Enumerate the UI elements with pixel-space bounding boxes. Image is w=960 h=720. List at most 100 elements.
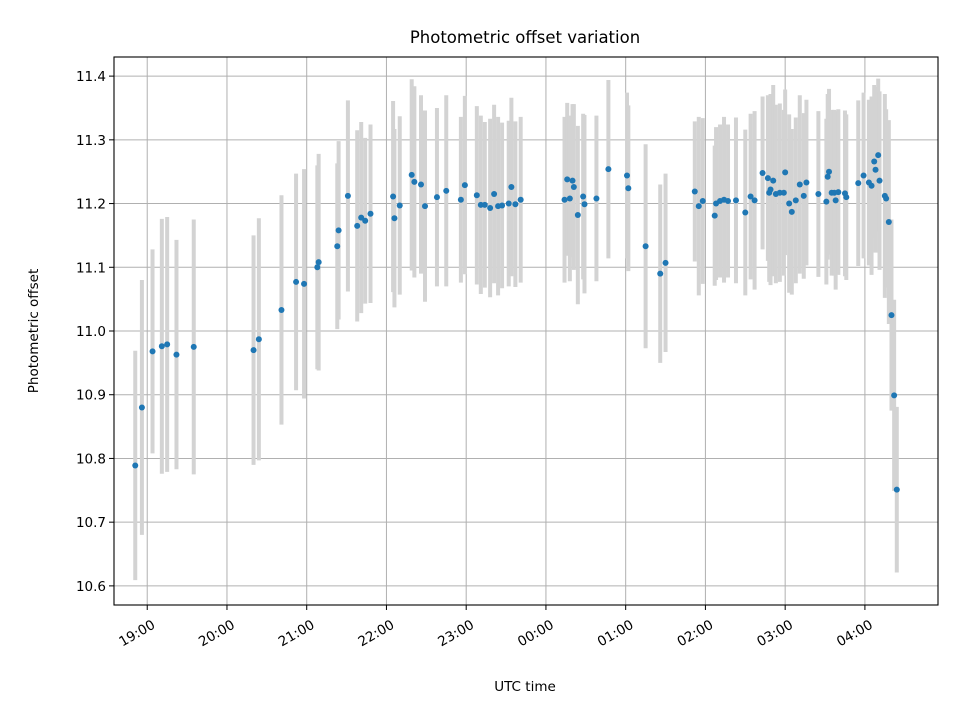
data-point bbox=[505, 200, 512, 207]
data-point bbox=[824, 173, 831, 180]
data-point bbox=[396, 202, 403, 209]
data-point bbox=[158, 343, 165, 350]
data-point bbox=[747, 193, 754, 200]
data-point bbox=[800, 192, 807, 199]
data-point bbox=[786, 200, 793, 207]
data-point bbox=[149, 348, 156, 355]
data-point bbox=[344, 192, 351, 199]
x-tick-label: 04:00 bbox=[834, 617, 876, 650]
data-point bbox=[315, 259, 322, 266]
data-point bbox=[250, 347, 257, 354]
data-point bbox=[561, 196, 568, 203]
data-point bbox=[872, 166, 879, 173]
data-point bbox=[759, 169, 766, 176]
data-point bbox=[891, 392, 898, 399]
data-point bbox=[796, 181, 803, 188]
data-point bbox=[481, 201, 488, 208]
x-tick-label: 22:00 bbox=[356, 617, 398, 650]
data-point bbox=[815, 191, 822, 197]
data-point bbox=[566, 195, 573, 202]
data-point bbox=[461, 182, 468, 189]
data-point bbox=[662, 259, 669, 266]
data-point bbox=[517, 196, 524, 203]
y-tick-label: 11.1 bbox=[76, 260, 106, 276]
data-point bbox=[885, 219, 892, 226]
data-point bbox=[138, 404, 145, 411]
data-point bbox=[358, 214, 365, 221]
data-point bbox=[421, 203, 428, 210]
data-point bbox=[764, 175, 771, 182]
data-point bbox=[625, 185, 632, 192]
data-point bbox=[732, 197, 739, 204]
data-point bbox=[487, 205, 494, 212]
data-point bbox=[508, 183, 515, 190]
y-axis-label: Photometric offset bbox=[26, 269, 42, 393]
data-point bbox=[164, 341, 171, 348]
errorbar-layer bbox=[133, 78, 899, 581]
data-point bbox=[823, 198, 830, 205]
data-point bbox=[888, 312, 895, 319]
y-tick-label: 11.2 bbox=[76, 197, 106, 213]
data-point bbox=[367, 210, 374, 217]
data-point bbox=[418, 181, 425, 188]
data-point bbox=[278, 306, 285, 313]
data-point bbox=[580, 193, 587, 200]
data-point bbox=[390, 193, 397, 200]
data-point bbox=[354, 222, 361, 229]
x-tick-label: 02:00 bbox=[675, 617, 717, 650]
data-point bbox=[132, 462, 139, 469]
data-point bbox=[691, 188, 698, 195]
data-point bbox=[832, 197, 839, 204]
data-point bbox=[255, 336, 262, 343]
data-point bbox=[574, 212, 581, 219]
data-point bbox=[605, 166, 612, 173]
data-point bbox=[433, 194, 440, 201]
y-tick-label: 11.4 bbox=[76, 69, 106, 85]
x-tick-label: 19:00 bbox=[116, 617, 158, 650]
x-axis-label: UTC time bbox=[494, 679, 556, 695]
data-point bbox=[642, 243, 649, 250]
data-point bbox=[860, 172, 867, 179]
data-point bbox=[624, 172, 631, 179]
y-tick-label: 10.7 bbox=[76, 515, 106, 531]
data-point bbox=[457, 196, 464, 203]
data-point bbox=[751, 197, 758, 204]
data-point bbox=[855, 180, 862, 187]
data-point bbox=[893, 486, 900, 493]
data-point bbox=[512, 201, 519, 208]
data-point bbox=[826, 168, 833, 175]
x-tick-label: 23:00 bbox=[435, 617, 477, 650]
x-tick-label: 00:00 bbox=[515, 617, 557, 650]
data-point bbox=[780, 189, 787, 196]
data-point bbox=[699, 198, 706, 205]
data-point bbox=[564, 176, 571, 183]
data-point bbox=[788, 208, 795, 215]
data-point bbox=[782, 169, 789, 176]
data-point bbox=[868, 182, 875, 189]
point-layer bbox=[132, 152, 900, 493]
x-tick-label: 03:00 bbox=[754, 617, 796, 650]
data-point bbox=[767, 186, 774, 193]
data-point bbox=[335, 227, 342, 234]
data-point bbox=[173, 351, 180, 358]
data-point bbox=[883, 195, 890, 202]
data-point bbox=[792, 197, 799, 204]
data-point bbox=[742, 209, 749, 216]
y-tick-label: 10.9 bbox=[76, 388, 106, 404]
data-point bbox=[190, 343, 197, 350]
y-tick-label: 11.3 bbox=[76, 133, 106, 149]
data-point bbox=[499, 202, 506, 209]
data-point bbox=[570, 183, 577, 190]
data-point bbox=[411, 178, 418, 185]
data-point bbox=[835, 189, 842, 196]
y-tick-label: 10.6 bbox=[76, 579, 106, 595]
data-point bbox=[569, 177, 576, 184]
data-point bbox=[314, 264, 321, 271]
data-point bbox=[408, 171, 415, 178]
data-point bbox=[581, 201, 588, 208]
data-point bbox=[876, 177, 883, 184]
data-point bbox=[491, 191, 498, 197]
data-point bbox=[770, 177, 777, 184]
y-tick-label: 10.8 bbox=[76, 451, 106, 467]
